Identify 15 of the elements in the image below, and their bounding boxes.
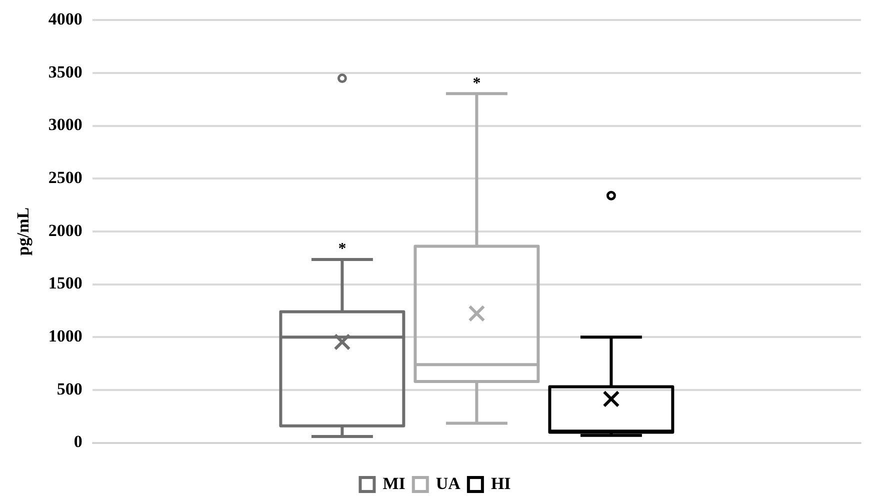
legend-label: MI [382, 474, 406, 493]
y-tick-label: 0 [74, 432, 82, 452]
y-tick-label: 500 [56, 379, 82, 398]
legend-label: UA [436, 474, 462, 493]
legend-label: HI [490, 474, 512, 493]
y-axis-title: pg/mL [14, 207, 33, 256]
annotation: * [338, 240, 346, 258]
y-tick-label: 1500 [48, 274, 82, 293]
annotation: * [472, 74, 481, 92]
y-tick-label: 2500 [48, 168, 82, 188]
y-tick-label: 3500 [48, 62, 82, 82]
y-tick-label: 2000 [48, 220, 82, 240]
y-tick-label: 4000 [48, 10, 82, 29]
y-tick-label: 3000 [48, 115, 82, 134]
y-tick-label: 1000 [48, 326, 82, 346]
